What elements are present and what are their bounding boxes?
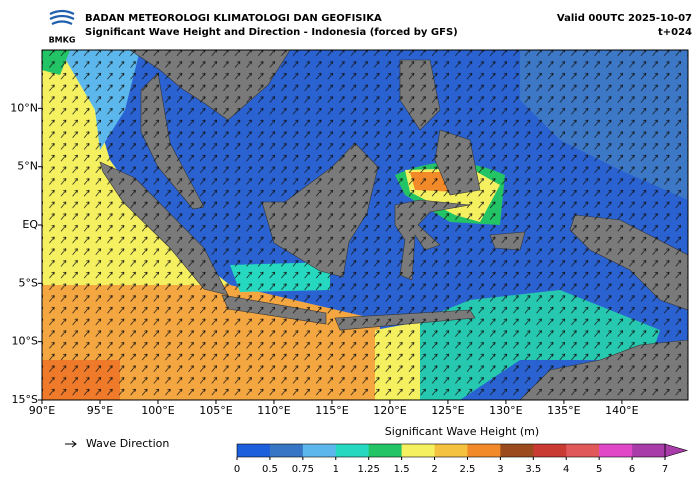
colorbar-segment [401, 444, 435, 457]
y-tick-label: 10°S [12, 335, 38, 348]
legend-arrow [65, 440, 77, 448]
colorbar-extension [664, 443, 689, 458]
x-tick-label: 105°E [199, 404, 232, 417]
colorbar-segment [467, 444, 501, 457]
x-tick-label: 140°E [605, 404, 638, 417]
colorbar-tick-label: 6 [629, 464, 635, 475]
x-tick-label: 135°E [547, 404, 580, 417]
x-tick-label: 125°E [431, 404, 464, 417]
x-tick-label: 90°E [29, 404, 55, 417]
colorbar-segment [566, 444, 600, 457]
map [42, 50, 688, 400]
colorbar-tick-label: 0.5 [262, 464, 278, 475]
colorbar-tick-label: 1 [333, 464, 339, 475]
colorbar-segment [237, 444, 271, 457]
colorbar-tick-label: 3.5 [525, 464, 541, 475]
y-tick-label: EQ [22, 218, 38, 231]
valid-time: Valid 00UTC 2025-10-07 [557, 13, 692, 24]
x-tick-label: 95°E [87, 404, 113, 417]
y-tick-label: 5°N [17, 160, 38, 173]
colorbar-tick-label: 2.5 [460, 464, 476, 475]
x-tick-label: 110°E [257, 404, 290, 417]
colorbar-label: Significant Wave Height (m) [385, 425, 539, 438]
colorbar-tick-label: 7 [662, 464, 668, 475]
x-tick-label: 100°E [141, 404, 174, 417]
logo-text: BMKG [49, 36, 76, 45]
title: BADAN METEOROLOGI KLIMATOLOGI DAN GEOFIS… [85, 13, 382, 24]
colorbar-segment [269, 444, 304, 457]
colorbar-tick-label: 1.25 [358, 464, 380, 475]
logo: BMKG [49, 9, 76, 45]
colorbar-segment [533, 444, 567, 457]
y-tick-label: 15°S [12, 393, 38, 406]
colorbar-tick-label: 0.75 [292, 464, 314, 475]
colorbar-segment [599, 444, 633, 457]
colorbar-segment [632, 444, 666, 457]
x-tick-label: 120°E [373, 404, 406, 417]
colorbar-tick-label: 4 [563, 464, 569, 475]
colorbar-segment [368, 444, 402, 457]
y-tick-label: 10°N [10, 101, 38, 114]
colorbar-segment [302, 444, 337, 457]
subtitle: Significant Wave Height and Direction - … [85, 27, 458, 38]
colorbar-tick-label: 3 [497, 464, 503, 475]
y-tick-label: 5°S [19, 276, 38, 289]
colorbar-tick-label: 2 [431, 464, 437, 475]
colorbar-tick-label: 1.5 [394, 464, 410, 475]
x-tick-label: 115°E [315, 404, 348, 417]
lead-time: t+024 [658, 27, 692, 38]
colorbar-tick-label: 5 [596, 464, 602, 475]
legend-label: Wave Direction [86, 437, 169, 450]
colorbar-frame [236, 443, 666, 458]
colorbar-segment [335, 444, 369, 457]
colorbar-tick-label: 0 [234, 464, 240, 475]
x-tick-label: 130°E [489, 404, 522, 417]
colorbar-segment [500, 444, 534, 457]
colorbar-segment [434, 444, 468, 457]
